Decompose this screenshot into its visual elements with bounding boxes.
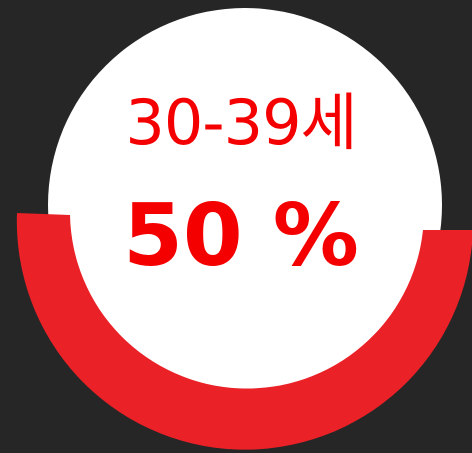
gauge-progress-arc-overlay (16, 213, 472, 450)
gauge-inner-disc (48, 8, 442, 402)
